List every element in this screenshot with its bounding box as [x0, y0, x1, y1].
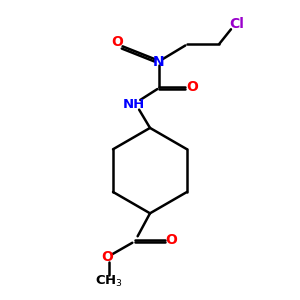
Text: O: O	[186, 80, 198, 94]
Text: O: O	[165, 233, 177, 247]
Text: Cl: Cl	[230, 17, 244, 31]
Text: N: N	[153, 55, 165, 69]
Text: NH: NH	[123, 98, 145, 111]
Text: CH$_3$: CH$_3$	[95, 274, 123, 289]
Text: O: O	[112, 35, 124, 49]
Text: O: O	[101, 250, 113, 265]
